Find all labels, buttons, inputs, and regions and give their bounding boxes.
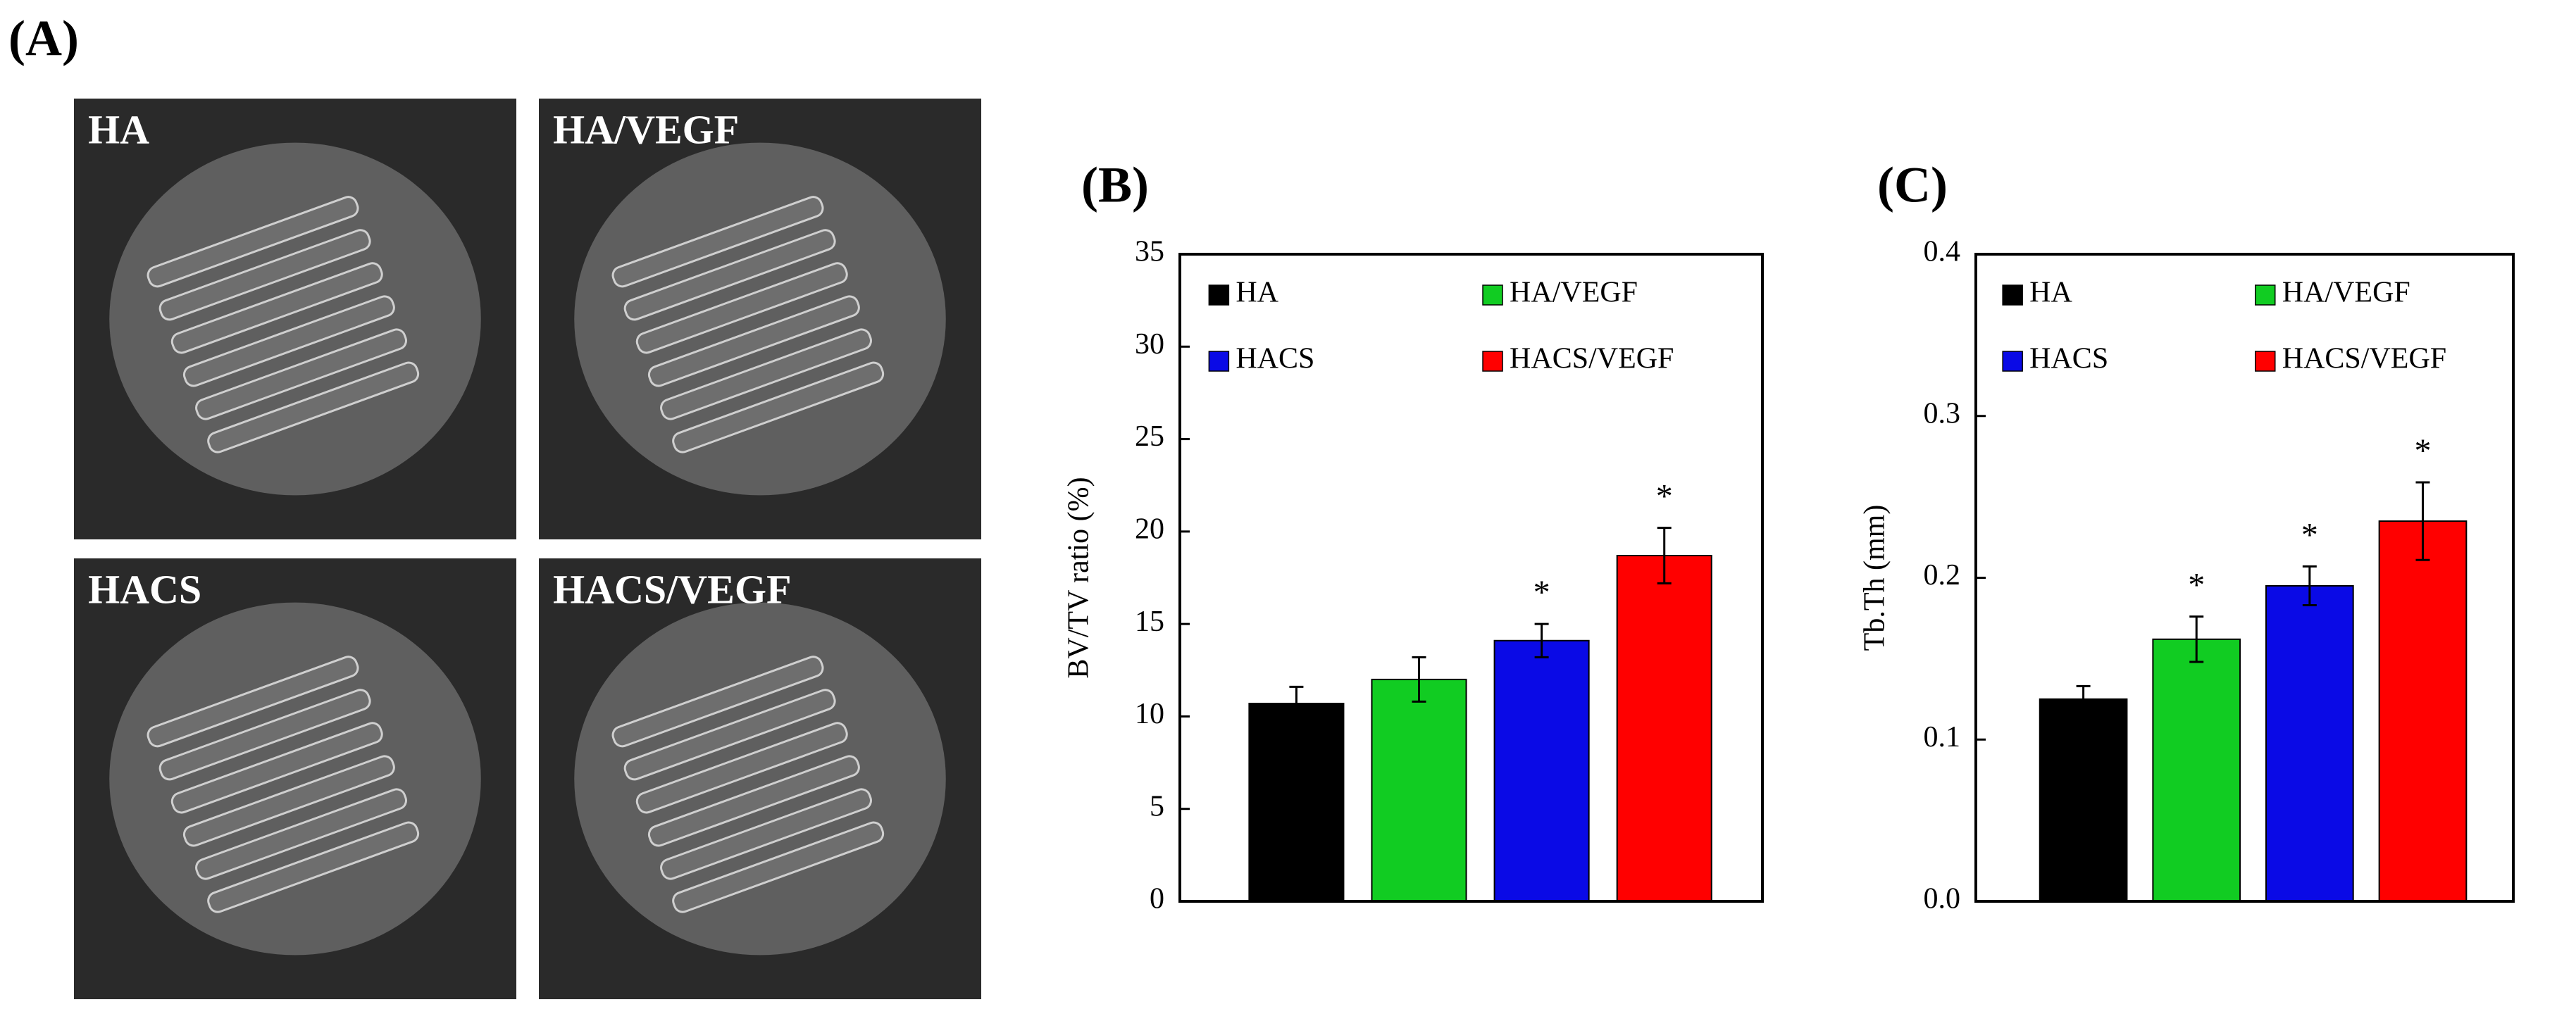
bar	[1371, 678, 1467, 903]
y-tick-label: 0.0	[1924, 883, 1961, 915]
y-tick-label: 0.3	[1924, 397, 1961, 430]
image-label: HACS/VEGF	[553, 566, 791, 612]
y-tick-label: 0.4	[1924, 236, 1961, 268]
scaffold-strut	[147, 656, 359, 748]
scaffold-strut	[195, 788, 407, 880]
error-bar	[2189, 615, 2204, 663]
legend-label: HACS	[1236, 343, 1314, 375]
bar	[1248, 703, 1345, 902]
scaffold-strut	[647, 755, 860, 847]
error-bar	[1657, 527, 1672, 584]
y-tick-label: 20	[1135, 513, 1164, 545]
scaffold-strut	[207, 361, 420, 453]
scaffold-strut	[672, 361, 885, 453]
scaffold-strut	[170, 262, 383, 354]
significance-mark: *	[1656, 478, 1673, 515]
plot-frame	[1974, 253, 2515, 903]
scaffold-strut	[182, 295, 395, 387]
scaffold-strut	[611, 196, 824, 288]
scaffold-strut	[672, 821, 885, 913]
legend-label: HA/VEGF	[1510, 277, 1638, 309]
bar	[2039, 698, 2128, 902]
y-axis-title: BV/TV ratio (%)	[1063, 477, 1095, 678]
y-tick-label: 0.1	[1924, 721, 1961, 753]
legend-swatch	[2002, 351, 2023, 372]
bar	[1493, 639, 1590, 902]
error-bar	[2415, 481, 2430, 561]
scaffold-strut	[158, 229, 371, 321]
significance-mark: *	[2301, 516, 2318, 553]
bar	[2378, 520, 2468, 902]
y-tick-label: 5	[1150, 790, 1164, 822]
scaffold-strut	[147, 196, 359, 288]
legend-label: HA	[2029, 277, 2072, 309]
y-tick-label: 35	[1135, 236, 1164, 268]
scaffold-strut	[207, 821, 420, 913]
y-tick-label: 15	[1135, 606, 1164, 638]
legend-label: HACS	[2029, 343, 2108, 375]
panel-label: (A)	[8, 11, 79, 67]
scaffold-strut	[182, 755, 395, 847]
legend-swatch	[2255, 284, 2276, 306]
scaffold-strut	[623, 229, 836, 321]
significance-mark: *	[1533, 574, 1550, 611]
error-bar	[1534, 622, 1549, 658]
y-tick-label: 0	[1150, 883, 1164, 915]
scaffold-strut	[158, 689, 371, 781]
error-bar	[1289, 685, 1304, 722]
scaffold-strut	[170, 722, 383, 814]
image-label: HA	[88, 106, 149, 152]
legend-swatch	[2002, 284, 2023, 306]
scaffold-strut	[611, 656, 824, 748]
y-tick-label: 25	[1135, 420, 1164, 453]
error-bar	[1412, 656, 1426, 703]
bar	[2152, 638, 2241, 902]
significance-mark: *	[2414, 432, 2431, 470]
scaffold-strut	[635, 722, 848, 814]
bar	[2265, 584, 2354, 902]
y-tick-label: 0.2	[1924, 559, 1961, 591]
legend-label: HA	[1236, 277, 1278, 309]
error-bar	[2076, 684, 2091, 713]
panel-label: (C)	[1877, 157, 1948, 213]
y-tick-label: 10	[1135, 698, 1164, 730]
plot-frame	[1178, 253, 1764, 903]
image-label: HACS	[88, 566, 201, 612]
legend-label: HACS/VEGF	[1510, 343, 1674, 375]
scaffold-strut	[647, 295, 860, 387]
legend-label: HA/VEGF	[2282, 277, 2410, 309]
legend-swatch	[1208, 351, 1230, 372]
scaffold-strut	[623, 689, 836, 781]
legend-swatch	[1482, 284, 1503, 306]
panel-label: (B)	[1081, 157, 1149, 213]
legend-swatch	[1482, 351, 1503, 372]
scaffold-strut	[635, 262, 848, 354]
legend-swatch	[1208, 284, 1230, 306]
legend-label: HACS/VEGF	[2282, 343, 2446, 375]
bar	[1616, 554, 1712, 903]
scaffold-strut	[660, 788, 872, 880]
significance-mark: *	[2188, 567, 2205, 604]
error-bar	[2302, 565, 2317, 607]
legend-swatch	[2255, 351, 2276, 372]
image-label: HA/VEGF	[553, 106, 739, 152]
scaffold-strut	[195, 328, 407, 420]
scaffold-strut	[660, 328, 872, 420]
y-axis-title: Tb.Th (mm)	[1859, 505, 1891, 651]
y-tick-label: 30	[1135, 328, 1164, 361]
